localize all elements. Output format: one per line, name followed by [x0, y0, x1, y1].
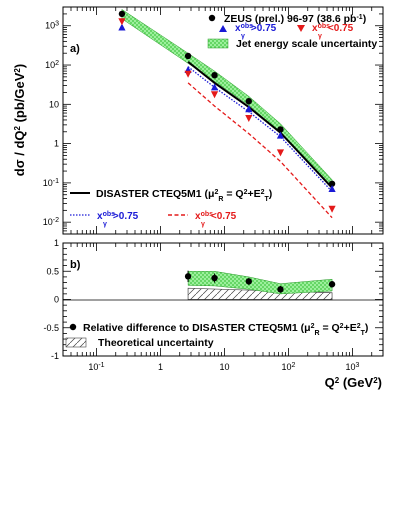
point-xgt — [210, 83, 219, 91]
y-tick-label: 10-1 — [43, 177, 59, 188]
y-tick-label: 1 — [54, 238, 59, 248]
x-tick-label: 10 — [219, 362, 229, 372]
point-zeus — [328, 180, 336, 187]
panel-a-frame — [62, 6, 384, 235]
panel-b-ticks: 10-1 1 10 102 103 -1 -0.5 0 0.5 1 — [43, 238, 384, 373]
point-relative — [211, 274, 218, 282]
legend-band-label: Jet energy scale uncertainty — [236, 38, 377, 50]
point-relative — [245, 278, 252, 285]
legend-dotted-text: xobs γ>0.75 — [97, 211, 139, 229]
y-tick-label: 10-2 — [43, 217, 59, 228]
x-tick-label: 103 — [346, 362, 360, 373]
point-zeus — [277, 126, 284, 133]
point-xgt — [276, 131, 285, 139]
legend-b: Relative difference to DISASTER CTEQ5M1 … — [65, 322, 368, 349]
legend-zeus-label: ZEUS (prel.) 96-97 (38.6 pb-1) — [224, 13, 366, 25]
point-relative — [328, 281, 336, 288]
point-xlt — [245, 114, 253, 122]
point-relative — [184, 273, 192, 280]
point-zeus — [245, 98, 252, 105]
curve-dotted — [187, 66, 333, 193]
legend-dashed-text: xobs γ<0.75 — [195, 211, 237, 229]
point-relative — [277, 286, 284, 293]
y-tick-label: -0.5 — [43, 323, 59, 333]
legend-theory: DISASTER CTEQ5M1 (μ2R = Q2+E2T) xobs γ>0.… — [70, 188, 272, 228]
band-area — [121, 8, 333, 189]
panel-a-label: a) — [70, 43, 80, 55]
legend-band-swatch — [207, 38, 229, 49]
legend-a: ZEUS (prel.) 96-97 (38.6 pb-1) xobs γ>0.7… — [207, 13, 377, 50]
y-tick-label: 10 — [49, 99, 59, 109]
y-tick-label: 103 — [45, 20, 59, 31]
jet-energy-band-b — [187, 271, 333, 295]
point-zeus — [211, 72, 218, 79]
legend-xgt-marker — [219, 25, 227, 32]
y-tick-label: 1 — [54, 139, 59, 149]
y-tick-label: 102 — [45, 60, 59, 71]
legend-theory-label: DISASTER CTEQ5M1 (μ2R = Q2+E2T) — [96, 188, 272, 203]
band-area-b — [187, 271, 333, 295]
point-xlt — [118, 18, 126, 26]
legend-xlt-marker — [297, 25, 305, 32]
legend-b-marker — [69, 323, 77, 331]
data-points-b — [184, 270, 336, 293]
y-tick-label: 0.5 — [46, 266, 59, 276]
point-zeus — [184, 52, 192, 60]
y-tick-label: -1 — [51, 351, 59, 361]
x-tick-label: 10-1 — [88, 362, 104, 373]
point-xlt — [184, 70, 192, 78]
x-axis-label: Q2 (GeV2) — [325, 375, 382, 390]
x-tick-label: 102 — [282, 362, 296, 373]
y-axis-label: dσ / dQ2 (pb/GeV2) — [12, 64, 27, 176]
point-xgt — [245, 105, 253, 113]
jet-energy-band-a — [121, 8, 333, 189]
legend-b-hatch-swatch — [65, 337, 87, 348]
point-xlt — [276, 149, 285, 157]
point-xgt — [118, 23, 126, 31]
y-tick-label: 0 — [54, 295, 59, 305]
panel-a-ticks: 10-2 10-1 1 10 102 103 — [43, 6, 384, 235]
legend-b-theoretical: Theoretical uncertainty — [98, 337, 214, 349]
point-xlt — [328, 205, 336, 213]
data-points-a — [118, 10, 336, 213]
point-xgt — [328, 184, 336, 192]
panel-b-label: b) — [70, 259, 81, 271]
legend-b-relative: Relative difference to DISASTER CTEQ5M1 … — [83, 322, 368, 337]
legend-zeus-marker — [208, 14, 216, 22]
x-tick-label: 1 — [158, 362, 163, 372]
curve-dashed — [187, 82, 333, 219]
point-xlt — [210, 91, 219, 99]
point-zeus — [118, 10, 126, 18]
